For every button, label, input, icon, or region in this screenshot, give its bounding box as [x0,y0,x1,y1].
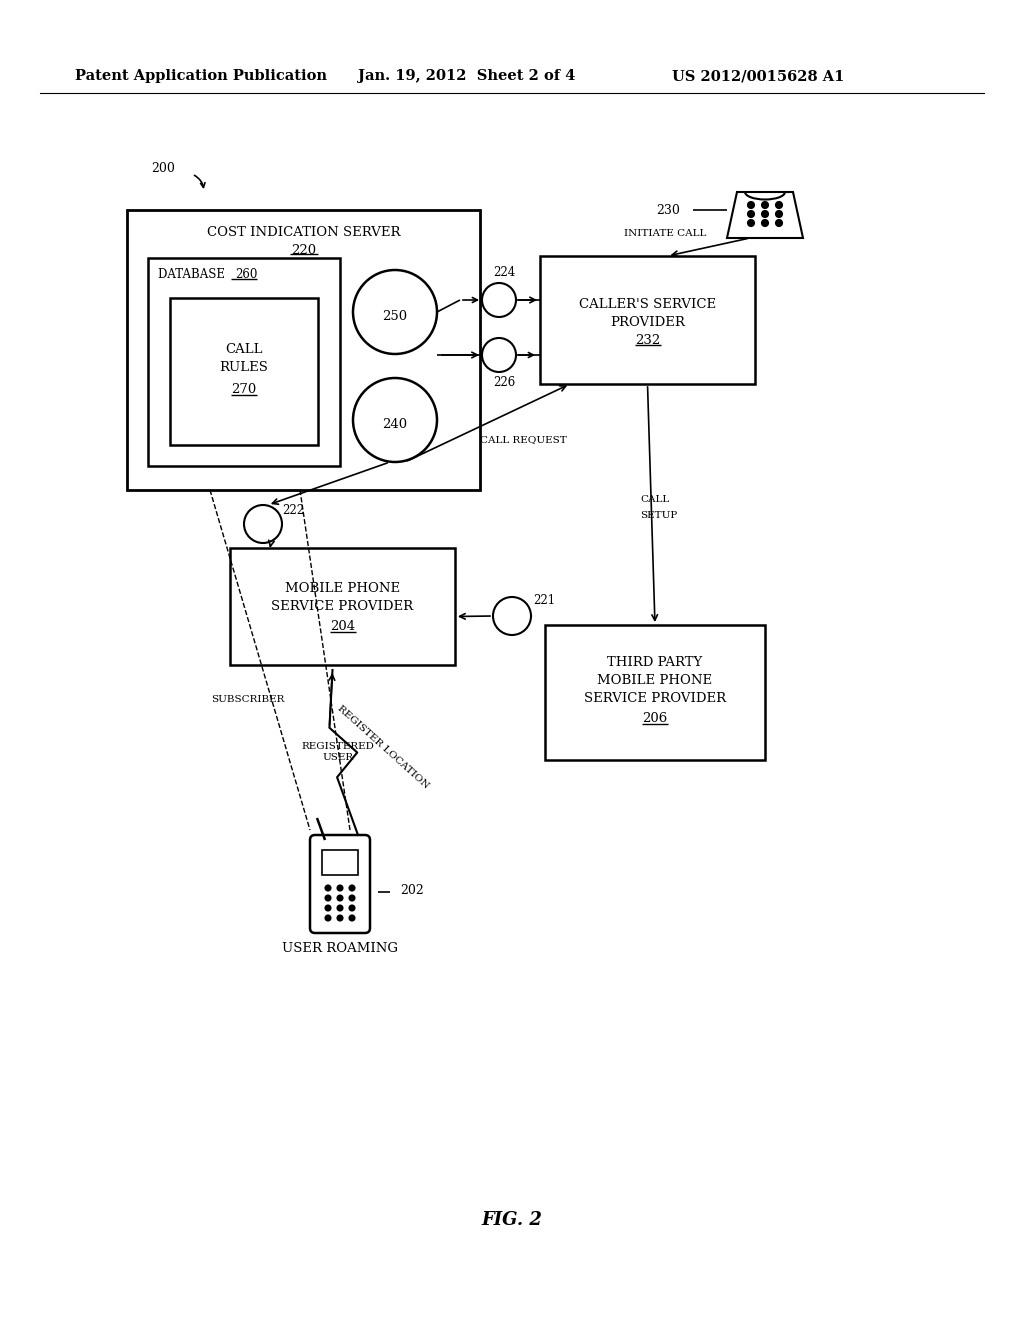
Circle shape [775,219,782,227]
Text: MOBILE PHONE: MOBILE PHONE [285,582,400,595]
Text: US 2012/0015628 A1: US 2012/0015628 A1 [672,69,845,83]
Text: 221: 221 [532,594,555,606]
Bar [170,298,318,445]
Text: DATABASE: DATABASE [158,268,228,281]
Text: 240: 240 [382,417,408,430]
Circle shape [748,219,755,227]
Text: 202: 202 [400,883,424,896]
Text: 232: 232 [635,334,660,346]
FancyBboxPatch shape [310,836,370,933]
Circle shape [349,915,355,921]
Text: SUBSCRIBER: SUBSCRIBER [211,696,285,705]
Text: REGISTER LOCATION: REGISTER LOCATION [336,704,431,791]
Circle shape [775,202,782,209]
Text: THIRD PARTY: THIRD PARTY [607,656,702,669]
Text: 226: 226 [493,375,515,388]
Circle shape [337,895,343,902]
Circle shape [762,210,768,218]
Text: 230: 230 [656,203,680,216]
Circle shape [482,338,516,372]
Bar [545,624,765,760]
Text: CALLER'S SERVICE: CALLER'S SERVICE [579,297,716,310]
Bar [127,210,480,490]
Circle shape [337,906,343,911]
Circle shape [762,202,768,209]
Text: CALL REQUEST: CALL REQUEST [480,436,566,445]
Text: SERVICE PROVIDER: SERVICE PROVIDER [584,692,726,705]
Circle shape [349,884,355,891]
Text: CALL: CALL [225,343,263,356]
Text: 204: 204 [330,620,355,634]
Bar [540,256,755,384]
Circle shape [353,271,437,354]
Circle shape [325,906,331,911]
Text: Patent Application Publication: Patent Application Publication [75,69,327,83]
Circle shape [353,378,437,462]
Circle shape [493,597,531,635]
Text: MOBILE PHONE: MOBILE PHONE [597,675,713,686]
Text: 224: 224 [493,267,515,280]
Text: USER ROAMING: USER ROAMING [282,941,398,954]
Text: SERVICE PROVIDER: SERVICE PROVIDER [271,601,414,612]
Text: RULES: RULES [219,360,268,374]
Circle shape [762,219,768,227]
Text: 222: 222 [282,503,304,516]
Text: Jan. 19, 2012  Sheet 2 of 4: Jan. 19, 2012 Sheet 2 of 4 [358,69,575,83]
Text: 220: 220 [291,243,316,256]
Text: COST INDICATION SERVER: COST INDICATION SERVER [207,226,400,239]
Polygon shape [727,191,803,238]
Circle shape [325,884,331,891]
Circle shape [325,915,331,921]
Bar [148,257,340,466]
Text: 260: 260 [234,268,257,281]
Circle shape [337,884,343,891]
Text: 270: 270 [231,383,257,396]
Circle shape [748,202,755,209]
Text: FIG. 2: FIG. 2 [481,1210,543,1229]
Text: 200: 200 [152,161,175,174]
Circle shape [748,210,755,218]
Circle shape [349,906,355,911]
Text: SETUP: SETUP [640,511,677,520]
Bar [322,850,358,875]
Text: 206: 206 [642,711,668,725]
Circle shape [337,915,343,921]
Circle shape [325,895,331,902]
Text: CALL: CALL [640,495,670,504]
Circle shape [482,282,516,317]
Text: REGISTERED
USER: REGISTERED USER [301,742,375,762]
Circle shape [775,210,782,218]
Text: PROVIDER: PROVIDER [610,315,685,329]
Circle shape [244,506,282,543]
Circle shape [349,895,355,902]
Bar [230,548,455,665]
Text: 250: 250 [382,309,408,322]
Text: INITIATE CALL: INITIATE CALL [625,230,707,239]
